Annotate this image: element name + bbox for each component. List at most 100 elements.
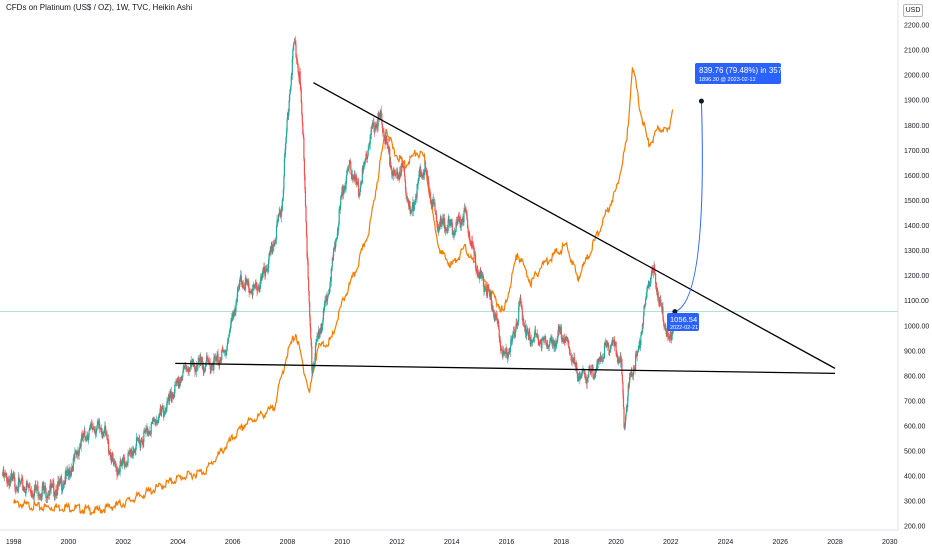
candle-body — [639, 345, 641, 348]
trendline-descending[interactable] — [313, 82, 836, 369]
candle-body — [243, 285, 245, 288]
candle-body — [62, 485, 64, 487]
candle-body — [600, 357, 602, 361]
candle-body — [512, 331, 515, 334]
candle-body — [497, 320, 499, 323]
candle-body — [107, 440, 110, 453]
candle-body — [37, 485, 39, 497]
measure-start-dot[interactable] — [672, 309, 678, 315]
candle-body — [52, 483, 54, 485]
candle-body — [350, 169, 352, 175]
candle-body — [281, 199, 283, 211]
candle-body — [123, 457, 125, 467]
candle-body — [527, 329, 529, 333]
candle-body — [415, 195, 417, 200]
candle-body — [252, 284, 254, 296]
candle-body — [481, 272, 483, 278]
candle-body — [450, 221, 452, 224]
candle-body — [121, 461, 123, 466]
candle-body — [398, 177, 400, 178]
candle-body — [548, 344, 550, 347]
candle-body — [339, 208, 341, 210]
candle-body — [369, 134, 371, 145]
candle-body — [520, 297, 522, 305]
candle-body — [304, 189, 307, 207]
candle-body — [319, 328, 321, 335]
trendline-support[interactable] — [175, 362, 836, 375]
candle-body — [410, 212, 412, 214]
candle-body — [518, 304, 520, 306]
candle-body — [72, 458, 74, 472]
candle-body — [510, 339, 512, 347]
candle-body — [645, 298, 647, 300]
price-tag-box[interactable] — [667, 313, 699, 331]
candle-body — [183, 366, 185, 369]
candle-body — [251, 292, 253, 294]
candle-body — [259, 288, 261, 291]
currency-badge[interactable]: USD — [903, 4, 923, 17]
candle-body — [589, 370, 591, 372]
candle-body — [624, 423, 626, 429]
candle-body — [511, 334, 513, 342]
candle-body — [570, 354, 572, 356]
candle-body — [200, 361, 202, 363]
chart-title: CFDs on Platinum (US$ / OZ), 1W, TVC, He… — [6, 3, 193, 12]
candle-body — [353, 178, 355, 180]
candle-body — [58, 482, 60, 485]
candle-body — [31, 490, 33, 494]
candle-body — [295, 57, 298, 60]
candle-body — [627, 384, 629, 397]
candle-body — [84, 437, 86, 440]
candle-body — [5, 473, 8, 477]
candle-body — [245, 281, 248, 282]
candle-body — [334, 243, 337, 249]
candle-body — [614, 344, 616, 346]
candle-body — [521, 309, 523, 321]
candle-body — [273, 242, 276, 246]
candle-body — [254, 285, 256, 288]
candle-body — [563, 338, 566, 342]
candle-body — [114, 461, 116, 464]
measure-label-box[interactable] — [695, 63, 781, 84]
candle-body — [244, 289, 246, 291]
candle-body — [95, 432, 97, 434]
candle-body — [541, 339, 543, 349]
price-tag-date: 2022-02-21 — [670, 325, 698, 331]
candle-body — [604, 343, 606, 345]
candle-body — [517, 322, 519, 326]
candle-body — [339, 206, 341, 209]
candle-body — [35, 484, 37, 491]
candle-body — [577, 373, 579, 381]
candle-body — [159, 413, 161, 417]
candle-body — [26, 481, 28, 486]
x-tick-label: 2020 — [608, 539, 624, 546]
y-tick-label: 1300.00 — [904, 248, 929, 255]
candle-body — [314, 345, 317, 357]
measure-end-dot[interactable] — [698, 98, 704, 104]
candle-body — [112, 452, 114, 459]
candle-body — [62, 485, 64, 490]
candle-body — [385, 135, 388, 142]
candle-body — [660, 299, 662, 306]
candle-body — [219, 360, 221, 365]
candle-body — [530, 339, 532, 343]
candle-body — [17, 477, 20, 489]
y-tick-label: 1400.00 — [904, 223, 929, 230]
candle-body — [449, 223, 451, 226]
candle-body — [473, 246, 475, 253]
candle-body — [10, 477, 12, 482]
candle-body — [278, 213, 280, 219]
candle-body — [301, 102, 303, 115]
candle-body — [286, 120, 288, 132]
candle-body — [284, 154, 286, 159]
candle-body — [414, 199, 417, 201]
candle-body — [288, 111, 290, 117]
candle-body — [363, 162, 366, 165]
candle-body — [3, 472, 5, 477]
candle-body — [229, 327, 231, 331]
x-tick-label: 2002 — [115, 539, 131, 546]
candle-body — [631, 372, 633, 376]
candle-body — [583, 370, 586, 375]
candle-body — [500, 346, 502, 350]
